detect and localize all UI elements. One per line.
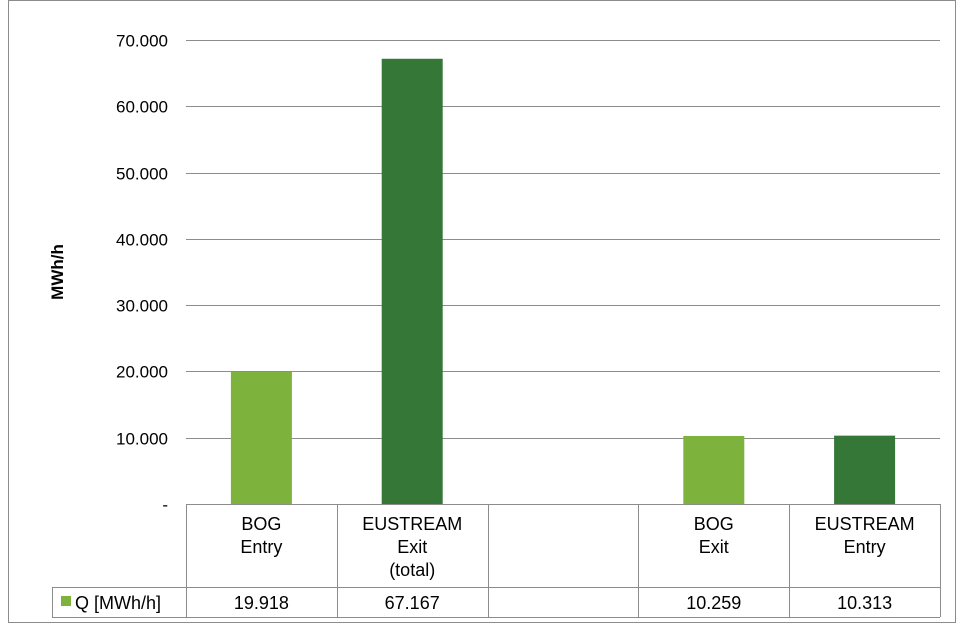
y-axis-label: MWh/h [48,244,67,300]
data-table-value: 19.918 [234,593,289,613]
bar [834,435,896,504]
y-tick-label: 40.000 [116,231,168,250]
data-table: BOG Entry EUSTREAM Exit (total) BOG Exit EUSTRE… [52,504,941,618]
y-tick-label: 20.000 [116,363,168,382]
y-tick-label: 70.000 [116,32,168,51]
y-tick-label: 50.000 [116,165,168,184]
x-category-label: EUSTREAM [815,514,915,534]
x-category-label: (total) [389,560,435,580]
legend-series-name: Q [MWh/h] [75,593,161,613]
gridlines [186,40,940,505]
y-tick-label: 10.000 [116,430,168,449]
y-axis-ticks: - 10.000 20.000 30.000 40.000 50.000 60.000 70.… [116,32,168,515]
bars [230,58,896,504]
x-category-label: EUSTREAM [362,514,462,534]
data-table-value: 10.313 [837,593,892,613]
x-category-label: Entry [240,537,282,557]
x-category-label: Exit [397,537,427,557]
legend-swatch [61,596,71,606]
y-tick-label: 30.000 [116,297,168,316]
bar [230,371,292,504]
x-category-label: BOG [694,514,734,534]
y-tick-label: 60.000 [116,98,168,117]
chart-border [8,0,956,623]
y-tick-label: - [162,496,168,515]
bar [381,58,443,504]
x-category-label: BOG [241,514,281,534]
data-table-value: 67.167 [385,593,440,613]
bar [683,435,745,504]
data-table-value: 10.259 [686,593,741,613]
x-category-label: Entry [844,537,886,557]
x-category-label: Exit [699,537,729,557]
